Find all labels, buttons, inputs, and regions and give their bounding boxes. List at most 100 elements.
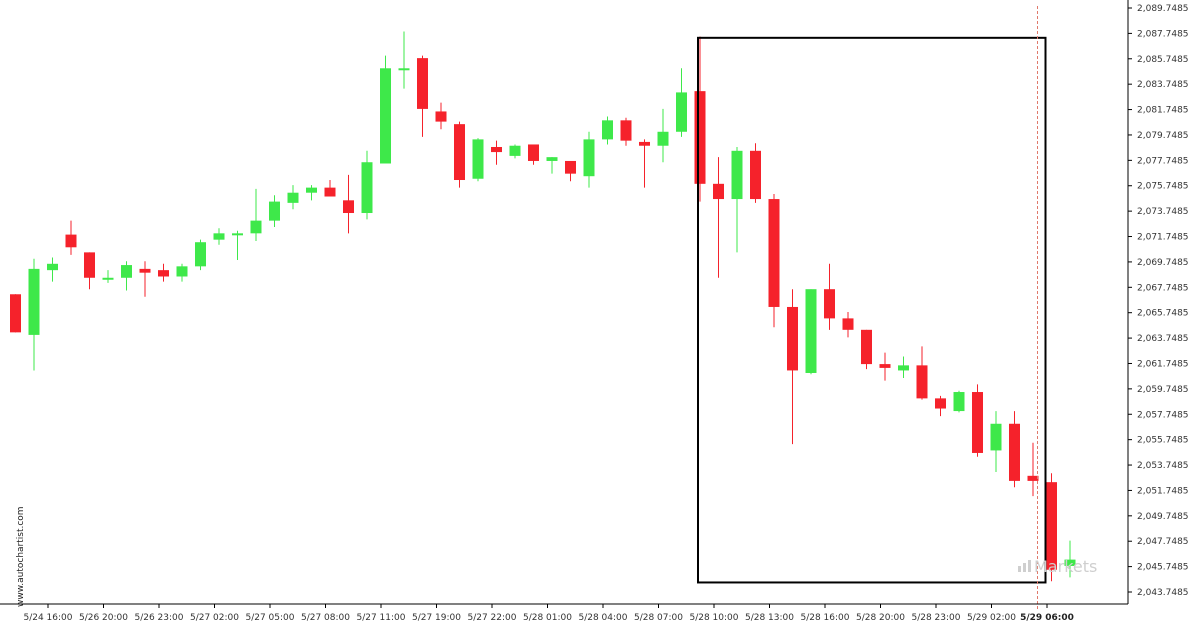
candle [306, 185, 317, 201]
y-tick-label: 2,057.7485 [1137, 410, 1189, 420]
candle [990, 411, 1002, 473]
candle-body [213, 233, 225, 240]
x-tick-label: 5/27 05:00 [245, 613, 294, 623]
y-tick-label: 2,053.7485 [1137, 461, 1189, 471]
candle [657, 108, 669, 163]
candle-body [65, 234, 77, 248]
brand-watermark: Markets [1018, 557, 1097, 576]
brand-bar-icon-1 [1018, 566, 1021, 572]
candle-body [324, 187, 336, 197]
brand-text: Markets [1034, 557, 1097, 576]
candle [454, 121, 465, 188]
y-tick-label: 2,059.7485 [1137, 385, 1189, 395]
candle [28, 258, 40, 371]
candle-body [639, 141, 650, 146]
candle [916, 346, 928, 400]
candle [176, 263, 188, 282]
candle [47, 257, 58, 282]
candle-body [1027, 475, 1039, 481]
x-tick-label: 5/28 04:00 [578, 613, 627, 623]
candle [768, 193, 780, 328]
candle-body [195, 242, 206, 267]
x-tick-label: 5/29 06:00 [1020, 613, 1074, 623]
candle [195, 239, 206, 271]
candle [583, 131, 595, 188]
candle [139, 261, 151, 297]
y-tick-label: 2,069.7485 [1137, 258, 1189, 268]
candle [861, 329, 872, 370]
candle [879, 352, 891, 381]
y-tick-label: 2,051.7485 [1137, 486, 1189, 496]
candles-layer [10, 31, 1076, 582]
candle [121, 261, 132, 291]
candle-body [361, 162, 373, 214]
candle-body [121, 265, 132, 278]
candle-body [565, 160, 576, 174]
candle [528, 144, 539, 165]
y-tick-label: 2,087.7485 [1137, 29, 1189, 39]
y-axis: 2,043.7485 2,045.7485 2,047.7485 2,049.7485… [1127, 0, 1189, 604]
candle [250, 188, 262, 241]
x-tick-label: 5/28 13:00 [745, 613, 794, 623]
candle [324, 180, 336, 197]
candle [158, 263, 169, 282]
candle-body [139, 268, 151, 273]
y-tick-label: 2,085.7485 [1137, 55, 1189, 65]
candle-body [750, 150, 761, 200]
x-tick-label: 5/28 20:00 [856, 613, 905, 623]
candle-body [158, 270, 169, 277]
candle [972, 384, 983, 457]
x-tick-label: 5/28 07:00 [634, 613, 683, 623]
y-tick-label: 2,075.7485 [1137, 182, 1189, 192]
candle-body [972, 392, 983, 453]
candle [491, 140, 502, 165]
candle-body [824, 289, 835, 319]
y-tick-label: 2,079.7485 [1137, 131, 1189, 141]
x-tick-label: 5/26 23:00 [134, 613, 183, 623]
candle [417, 55, 428, 137]
candle [731, 146, 743, 253]
candle [65, 220, 77, 255]
candle-body [398, 68, 410, 71]
candle [102, 270, 114, 283]
y-tick-label: 2,049.7485 [1137, 512, 1189, 522]
candle-body [916, 365, 928, 399]
candle-body [879, 364, 891, 368]
candle-body [842, 318, 854, 330]
y-tick-label: 2,061.7485 [1137, 359, 1189, 369]
candle [842, 312, 854, 338]
candle-body [787, 306, 798, 371]
candle-body [694, 91, 706, 184]
y-tick-label: 2,063.7485 [1137, 334, 1189, 344]
candle-body [805, 289, 817, 373]
candle-body [898, 365, 909, 371]
y-tick-label: 2,065.7485 [1137, 309, 1189, 319]
candle-body [1064, 559, 1076, 566]
candle [472, 138, 484, 182]
side-watermark: www.autochartist.com [16, 506, 26, 607]
x-axis: 5/24 16:00 5/26 20:00 5/26 23:00 5/27 02:00… [0, 603, 1128, 623]
candle-body [232, 233, 243, 236]
candle [84, 252, 95, 290]
candle [213, 228, 225, 245]
candle [602, 116, 613, 145]
candle [953, 390, 965, 413]
candle-body [1009, 423, 1020, 481]
candle [287, 185, 299, 210]
candle-body [47, 263, 58, 271]
y-tick-label: 2,073.7485 [1137, 207, 1189, 217]
y-tick-label: 2,055.7485 [1137, 436, 1189, 446]
candle [343, 174, 354, 234]
candle-body [953, 392, 965, 412]
y-tick-label: 2,043.7485 [1137, 588, 1189, 598]
candle-body [602, 120, 613, 140]
candle-body [861, 329, 872, 365]
candle-body [657, 131, 669, 146]
candle-body [28, 268, 40, 335]
candle-body [935, 398, 946, 409]
candle [694, 36, 706, 202]
candle [1027, 442, 1039, 497]
candle [269, 195, 280, 227]
x-tick-label: 5/27 19:00 [412, 613, 461, 623]
